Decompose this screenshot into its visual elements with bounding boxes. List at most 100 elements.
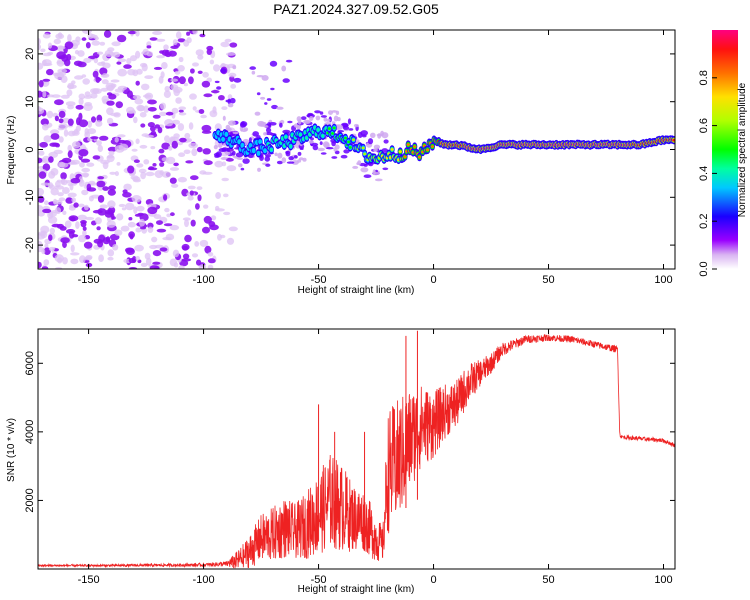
noise-blob xyxy=(100,61,106,65)
noise-blob xyxy=(84,204,89,211)
noise-blob xyxy=(161,62,168,69)
snr-frame xyxy=(37,328,676,570)
noise-blob xyxy=(178,109,184,113)
noise-blob xyxy=(202,226,210,234)
noise-blob xyxy=(54,99,64,106)
x-tick-label: 50 xyxy=(542,274,554,286)
ridge-core xyxy=(224,133,228,136)
noise-blob xyxy=(197,194,202,202)
noise-blob xyxy=(107,189,117,196)
noise-blob xyxy=(78,97,84,105)
transition-blob xyxy=(222,115,226,121)
transition-blob xyxy=(317,147,326,152)
x-tick-label: -150 xyxy=(78,574,100,586)
transition-blob xyxy=(287,120,293,124)
noise-blob xyxy=(55,143,60,148)
noise-blob xyxy=(104,211,114,218)
noise-blob xyxy=(223,211,231,216)
noise-blob xyxy=(214,208,225,212)
noise-blob xyxy=(84,102,92,107)
noise-blob xyxy=(116,162,121,166)
noise-blob xyxy=(153,214,162,220)
transition-blob xyxy=(232,65,237,70)
transition-blob xyxy=(235,152,244,158)
ridge-core xyxy=(248,144,253,147)
transition-blob xyxy=(333,147,337,152)
noise-blob xyxy=(97,176,105,180)
noise-blob xyxy=(139,218,146,227)
noise-blob xyxy=(190,175,199,181)
noise-blob xyxy=(58,197,66,202)
transition-blob xyxy=(265,163,271,167)
noise-blob xyxy=(125,247,134,253)
transition-blob xyxy=(271,104,278,110)
noise-blob xyxy=(160,102,166,110)
x-tick-label: -100 xyxy=(193,274,215,286)
noise-blob xyxy=(75,36,81,43)
noise-blob xyxy=(189,190,194,196)
transition-blob xyxy=(225,151,231,156)
noise-blob xyxy=(40,118,49,126)
noise-blob xyxy=(60,94,70,99)
noise-blob xyxy=(164,135,170,143)
noise-blob xyxy=(175,97,182,104)
ridge-core xyxy=(321,134,325,138)
noise-blob xyxy=(170,78,178,82)
noise-blob xyxy=(145,257,152,266)
noise-blob xyxy=(107,146,117,152)
noise-blob xyxy=(168,145,173,151)
transition-blob xyxy=(285,59,293,63)
noise-blob xyxy=(66,89,73,97)
noise-blob xyxy=(182,217,191,221)
transition-blob xyxy=(309,116,314,121)
y-tick-label: -10 xyxy=(24,189,36,205)
noise-blob xyxy=(96,226,101,231)
noise-blob xyxy=(143,94,152,98)
noise-blob xyxy=(194,241,200,247)
noise-blob xyxy=(147,226,154,233)
noise-blob xyxy=(106,92,113,96)
noise-blob xyxy=(105,236,111,243)
noise-blob xyxy=(209,59,215,65)
colorbar-tick-label: 0.8 xyxy=(698,70,710,85)
ridge-core xyxy=(672,138,675,142)
noise-blob xyxy=(38,62,44,70)
noise-blob xyxy=(83,57,92,64)
noise-blob xyxy=(79,255,86,264)
noise-blob xyxy=(92,155,101,160)
transition-blob xyxy=(238,163,243,168)
noise-blob xyxy=(42,208,52,214)
noise-blob xyxy=(178,56,184,63)
noise-blob xyxy=(132,69,139,77)
noise-blob xyxy=(112,51,121,58)
ridge-core xyxy=(348,146,352,149)
noise-blob xyxy=(192,106,197,111)
noise-blob xyxy=(79,162,85,168)
noise-blob xyxy=(115,101,124,109)
noise-blob xyxy=(65,101,76,107)
noise-blob xyxy=(84,256,93,261)
noise-blob xyxy=(149,37,158,41)
noise-blob xyxy=(91,116,96,123)
noise-blob xyxy=(135,227,142,233)
noise-blob xyxy=(67,118,74,126)
noise-blob xyxy=(106,154,115,163)
noise-blob xyxy=(208,221,216,227)
noise-blob xyxy=(206,48,212,56)
noise-blob xyxy=(214,160,224,168)
transition-blob xyxy=(286,161,295,164)
ridge-core xyxy=(343,136,348,140)
transition-blob xyxy=(214,80,220,84)
ridge-core xyxy=(403,155,407,158)
noise-blob xyxy=(107,200,116,209)
noise-blob xyxy=(109,171,116,175)
noise-blob xyxy=(94,217,102,225)
noise-blob xyxy=(154,124,161,129)
transition-blob xyxy=(249,66,256,70)
noise-blob xyxy=(156,228,167,233)
noise-blob xyxy=(64,220,72,228)
snr-x-axis-label: Height of straight line (km) xyxy=(298,584,415,595)
transition-blob xyxy=(257,120,265,127)
noise-blob xyxy=(86,183,92,191)
noise-blob xyxy=(203,204,209,209)
